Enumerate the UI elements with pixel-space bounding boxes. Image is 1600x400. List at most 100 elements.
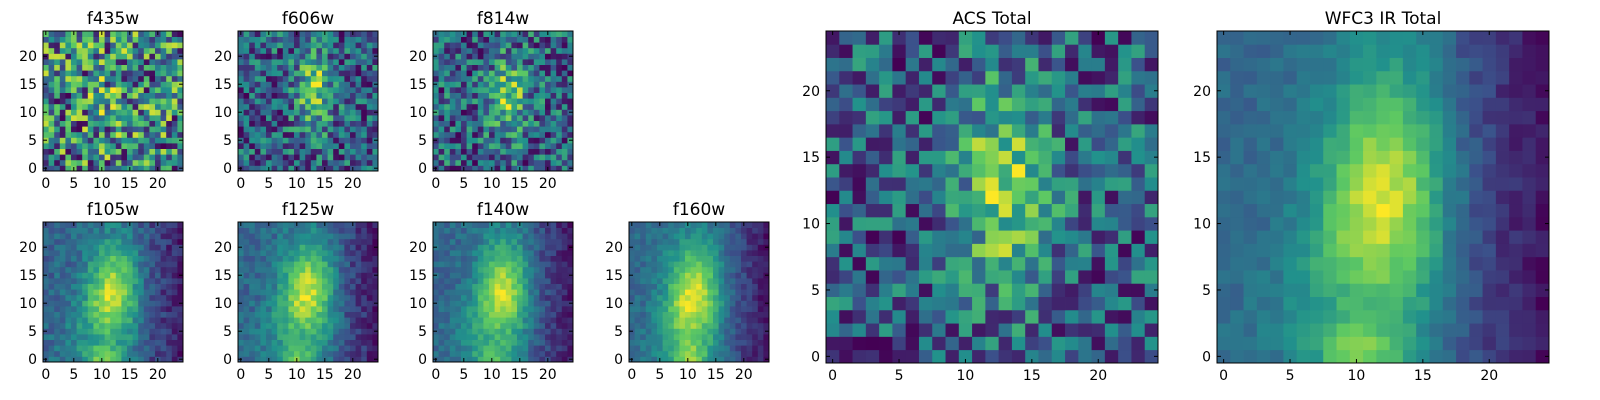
heatmap-cell — [556, 92, 563, 99]
heatmap-cell — [500, 81, 507, 88]
heatmap-cell — [741, 300, 747, 307]
heatmap-cell — [433, 75, 439, 82]
heatmap-cell — [350, 75, 356, 82]
heatmap-cell — [892, 163, 907, 178]
heatmap-cell — [640, 300, 647, 307]
heatmap-cell — [735, 238, 742, 245]
heatmap-cell — [735, 328, 742, 335]
heatmap-cell — [477, 328, 484, 335]
heatmap-cell — [839, 203, 853, 218]
heatmap-cell — [505, 350, 512, 357]
heatmap-cell — [143, 70, 150, 77]
heatmap-cell — [59, 261, 66, 268]
heatmap-cell — [718, 317, 725, 324]
heatmap-cell — [483, 289, 490, 296]
heatmap-cell — [166, 244, 173, 251]
heatmap-cell — [1118, 296, 1132, 311]
heatmap-cell — [724, 266, 731, 273]
heatmap-cell — [87, 120, 94, 127]
heatmap-cell — [277, 334, 284, 340]
heatmap-cell — [305, 350, 312, 357]
heatmap-cell — [634, 244, 641, 251]
heatmap-cell — [500, 137, 507, 144]
heatmap-cell — [271, 143, 278, 149]
heatmap-cell — [366, 36, 373, 43]
heatmap-cell — [696, 233, 703, 240]
heatmap-cell — [455, 339, 462, 346]
heatmap-cell — [645, 317, 652, 324]
heatmap-cell — [985, 296, 1000, 311]
heatmap-cell — [1078, 336, 1092, 351]
heatmap-cell — [344, 64, 351, 71]
heatmap-cell — [138, 317, 145, 324]
heatmap-cell — [651, 322, 658, 329]
heatmap-cell — [43, 334, 49, 340]
heatmap-cell — [166, 87, 173, 93]
heatmap-cell — [87, 103, 94, 110]
heatmap-cell — [350, 289, 356, 296]
heatmap-cell — [243, 283, 250, 290]
heatmap-cell — [160, 165, 167, 172]
heatmap-cell — [634, 311, 641, 318]
heatmap-cell — [985, 256, 1000, 271]
y-tick-label: 5 — [28, 133, 37, 149]
heatmap-cell — [1011, 216, 1026, 231]
heatmap-cell — [645, 227, 652, 234]
heatmap-cell — [741, 244, 747, 251]
heatmap-cell — [115, 350, 122, 357]
heatmap-cell — [918, 323, 933, 337]
heatmap-cell — [249, 345, 256, 352]
heatmap-cell — [127, 148, 133, 155]
heatmap-cell — [372, 289, 379, 296]
heatmap-cell — [132, 31, 139, 37]
heatmap-cell — [673, 339, 680, 346]
heatmap-cell — [372, 59, 379, 65]
heatmap-cell — [333, 53, 340, 60]
heatmap-cell — [511, 59, 518, 65]
heatmap-cell — [752, 272, 759, 279]
heatmap-cell — [54, 238, 61, 245]
heatmap-cell — [713, 250, 719, 256]
heatmap-cell — [444, 47, 451, 54]
heatmap-cell — [305, 244, 312, 251]
heatmap-cell — [294, 306, 300, 312]
heatmap-cell — [333, 98, 340, 105]
heatmap-cell — [149, 109, 156, 116]
heatmap-cell — [138, 42, 145, 49]
heatmap-cell — [254, 306, 261, 312]
heatmap-cell — [892, 216, 907, 231]
heatmap-cell — [327, 233, 334, 240]
heatmap-cell — [333, 356, 340, 363]
heatmap-cell — [138, 103, 145, 110]
heatmap-cell — [472, 250, 479, 256]
heatmap-cell — [839, 216, 853, 231]
heatmap-cell — [344, 306, 351, 312]
heatmap-cell — [344, 222, 351, 228]
heatmap-cell — [461, 334, 467, 340]
heatmap-cell — [640, 222, 647, 228]
heatmap-cell — [266, 75, 272, 82]
heatmap-cell — [132, 272, 139, 279]
heatmap-cell — [254, 250, 261, 256]
heatmap-cell — [249, 120, 256, 127]
heatmap-cell — [998, 243, 1013, 258]
heatmap-cell — [449, 244, 456, 251]
heatmap-cell — [707, 356, 714, 363]
heatmap-cell — [316, 75, 323, 82]
heatmap-cell — [366, 278, 373, 284]
heatmap-cell — [243, 131, 250, 138]
heatmap-cell — [735, 261, 742, 268]
heatmap-cell — [104, 120, 111, 127]
heatmap-cell — [322, 317, 328, 324]
heatmap-cell — [679, 356, 686, 363]
heatmap-cell — [243, 322, 250, 329]
heatmap-cell — [143, 47, 150, 54]
heatmap-cell — [945, 203, 960, 218]
heatmap-cell — [160, 143, 167, 149]
heatmap-cell — [489, 131, 495, 138]
heatmap-cell — [333, 250, 340, 256]
heatmap-cell — [466, 345, 473, 352]
heatmap-cell — [127, 233, 133, 240]
heatmap-cell — [645, 278, 652, 284]
heatmap-cell — [561, 278, 568, 284]
